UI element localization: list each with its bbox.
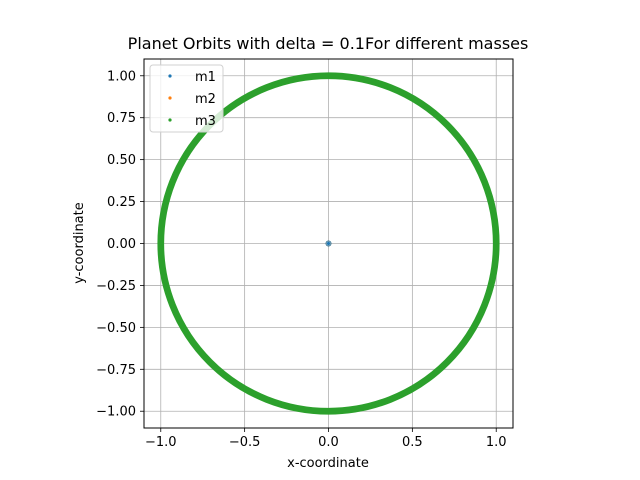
y-tick-label: 0.25 [107,195,136,210]
point-m1 [326,241,331,246]
x-tick-label: −0.5 [229,435,261,450]
x-tick-label: 0.0 [318,435,339,450]
x-tick-label: 0.5 [402,435,423,450]
y-tick-label: 0.75 [107,111,136,126]
legend-label-m3: m3 [195,114,216,129]
x-axis-label: x-coordinate [287,456,369,471]
center-marker-group [325,240,332,247]
legend: m1 m2 m3 [149,64,224,133]
x-axis-ticks: −1.0 −0.5 0.0 0.5 1.0 [145,428,507,450]
center-marker [325,240,332,247]
legend-label-m2: m2 [195,92,216,107]
legend-marker-m2 [168,96,172,100]
y-tick-label: 0.00 [107,237,136,252]
y-tick-label: −1.00 [96,405,136,420]
y-axis-ticks: 1.00 0.75 0.50 0.25 0.00 −0.25 −0.50 −0.75 −1.00 [96,69,144,420]
y-tick-label: −0.75 [96,363,136,378]
x-tick-label: 1.0 [486,435,507,450]
legend-marker-m3 [168,118,172,122]
y-tick-label: −0.25 [96,279,136,294]
x-tick-label: −1.0 [145,435,177,450]
orbit-ring-m3 [157,72,500,415]
y-axis-label: y-coordinate [72,202,87,284]
orbit-series [157,72,500,415]
y-tick-label: −0.50 [96,321,136,336]
y-tick-label: 0.50 [107,153,136,168]
legend-label-m1: m1 [195,70,216,85]
legend-box [149,64,224,133]
chart-title: Planet Orbits with delta = 0.1For differ… [128,34,529,53]
legend-marker-m1 [168,74,172,78]
y-tick-label: 1.00 [107,69,136,84]
